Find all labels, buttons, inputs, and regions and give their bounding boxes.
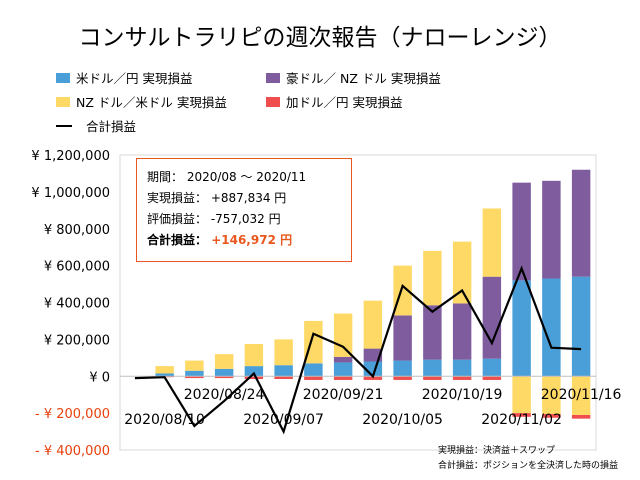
legend-label-audnzd: 豪ドル／ NZ ドル 実現損益 <box>286 71 441 86</box>
y-tick-label: ¥ 600,000 <box>44 260 110 275</box>
legend-label-nzdusd: NZ ドル／米ドル 実現損益 <box>76 95 227 110</box>
legend-line-total <box>56 124 72 127</box>
bar-segment <box>542 180 561 279</box>
bar-segment <box>452 241 472 304</box>
bar-segment <box>542 376 561 415</box>
summary-realized: 実現損益： +887,834 円 <box>147 191 287 205</box>
bar-segment <box>482 358 502 377</box>
bar-segment <box>363 376 383 380</box>
chart-title: コンサルトラリピの週次報告（ナローレンジ） <box>78 25 562 51</box>
bar-segment <box>333 356 353 363</box>
legend-item-cadjpy: 加ドル／円 実現損益 <box>266 92 402 111</box>
x-tick-label: 2020/10/05 <box>362 412 443 428</box>
y-tick-label: ¥ 1,200,000 <box>31 149 110 164</box>
legend-item-nzdusd: NZ ドル／米ドル 実現損益 <box>56 92 227 111</box>
bar-segment <box>393 376 412 380</box>
bar-segment <box>482 208 502 277</box>
y-tick-label: - ¥ 400,000 <box>35 444 110 459</box>
bar-segment <box>542 278 561 377</box>
legend-swatch-nzdusd <box>56 96 70 107</box>
legend-item-total: 合計損益 <box>56 116 136 135</box>
legend-swatch-audnzd <box>266 72 280 83</box>
bar-segment <box>185 376 204 379</box>
summary-unrealized: 評価損益： -757,032 円 <box>147 212 281 226</box>
summary-total: 合計損益： +146,972 円 <box>147 230 341 251</box>
bar-segment <box>304 363 323 377</box>
x-tick-label: 2020/11/02 <box>481 412 562 428</box>
bar-segment <box>244 343 264 367</box>
total-pl-line <box>134 265 582 435</box>
bar-segment <box>393 315 412 361</box>
bar-segment <box>214 376 234 379</box>
bar-segment <box>423 305 442 360</box>
bar-segment <box>274 376 293 380</box>
bar-segment <box>185 370 204 377</box>
bar-segment <box>452 303 472 360</box>
y-tick-label: ¥ 800,000 <box>44 223 110 238</box>
bar-segment <box>333 313 353 357</box>
bar-segment <box>363 300 383 349</box>
footnote-realized: 実現損益：決済益＋スワップ <box>438 446 556 456</box>
bar-segment <box>423 250 442 306</box>
y-tick-label: - ¥ 200,000 <box>35 407 110 422</box>
legend-item-usdjpy: 米ドル／円 実現損益 <box>56 68 192 87</box>
bar-segment <box>244 366 264 377</box>
bar-segment <box>333 362 353 377</box>
bar-segment <box>571 376 591 415</box>
legend-label-usdjpy: 米ドル／円 実現損益 <box>76 71 193 86</box>
bar-segment <box>423 376 442 380</box>
summary-period: 期間： 2020/08 ～ 2020/11 <box>147 170 307 184</box>
bar-segment <box>155 373 174 377</box>
x-tick-label: 2020/08/24 <box>184 387 265 403</box>
y-tick-label: ¥ 400,000 <box>44 297 110 312</box>
legend: 米ドル／円 実現損益 豪ドル／ NZ ドル 実現損益 NZ ドル／米ドル 実現損… <box>56 68 576 138</box>
bar-segment <box>452 376 472 380</box>
bar-segment <box>512 182 531 281</box>
bar-segment <box>274 339 293 366</box>
footnote-total: 合計損益：ポジションを全決済した時の損益 <box>438 461 619 471</box>
x-tick-label: 2020/09/07 <box>243 412 324 428</box>
y-tick-label: ¥ 0 <box>89 370 110 385</box>
x-tick-label: 2020/10/19 <box>422 387 503 403</box>
bar-segment <box>423 359 442 377</box>
bar-segment <box>155 366 174 374</box>
bar-segment <box>214 368 234 377</box>
legend-swatch-usdjpy <box>56 72 70 83</box>
bar-segment <box>214 354 234 369</box>
legend-label-cadjpy: 加ドル／円 実現損益 <box>286 95 403 110</box>
summary-total-value: +146,972 円 <box>211 233 293 247</box>
bar-segment <box>571 276 591 377</box>
bar-segment <box>512 280 531 377</box>
bar-segment <box>185 360 204 371</box>
bar-segment <box>363 348 383 362</box>
x-tick-label: 2020/08/10 <box>124 412 205 428</box>
x-tick-label: 2020/11/16 <box>541 387 622 403</box>
bar-segment <box>512 376 531 414</box>
summary-total-label: 合計損益： <box>147 233 208 247</box>
y-tick-label: ¥ 200,000 <box>44 333 110 348</box>
bar-segment <box>304 376 323 380</box>
bar-segment <box>482 276 502 359</box>
summary-box: 期間： 2020/08 ～ 2020/11 実現損益： +887,834 円 評… <box>136 158 352 262</box>
legend-item-audnzd: 豪ドル／ NZ ドル 実現損益 <box>266 68 441 87</box>
bar-segment <box>333 376 353 380</box>
bar-segment <box>274 365 293 377</box>
legend-label-total: 合計損益 <box>86 119 137 134</box>
bar-segment <box>452 359 472 377</box>
bar-segment <box>512 413 531 417</box>
bar-segment <box>393 360 412 377</box>
bar-segment <box>542 414 561 418</box>
plot-area-frame <box>119 154 597 451</box>
footnotes: 実現損益：決済益＋スワップ 合計損益：ポジションを全決済した時の損益 <box>438 444 618 474</box>
legend-swatch-cadjpy <box>266 96 280 107</box>
x-tick-label: 2020/09/21 <box>303 387 384 403</box>
bar-segment <box>244 376 264 380</box>
y-tick-label: ¥ 1,000,000 <box>31 186 110 201</box>
bar-segment <box>482 376 502 380</box>
bar-segment <box>571 169 591 277</box>
bar-segment <box>571 414 591 419</box>
